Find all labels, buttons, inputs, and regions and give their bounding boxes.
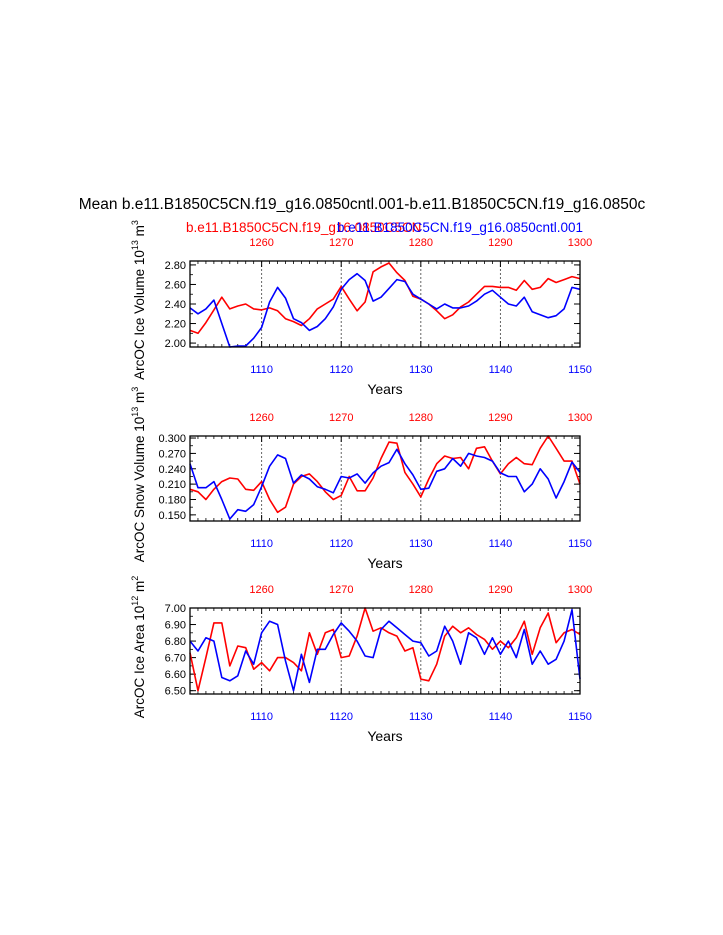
y-axis-label-exponent: 13	[130, 407, 140, 417]
y-tick-label: 6.50	[165, 686, 186, 698]
x-top-tick-label: 1280	[409, 412, 433, 424]
y-tick-label: 6.60	[165, 669, 186, 681]
y-axis-label-text: ArcOC Ice Area 10	[132, 606, 147, 719]
x-top-tick-label: 1290	[488, 584, 512, 596]
plot-frame	[189, 260, 581, 348]
x-top-tick-label: 1300	[568, 584, 592, 596]
y-tick-label: 2.20	[165, 319, 186, 331]
x-tick-label: 1140	[489, 538, 513, 550]
panel-1: 1110 1120 1130 1140 1150 1260 1270 1280 1290 1300…	[130, 220, 592, 397]
plot-frame	[189, 435, 581, 522]
x-tick-label: 1130	[409, 538, 433, 550]
x-axis-label: Years	[367, 381, 402, 397]
plot-frame	[189, 607, 581, 695]
x-axis-label: Years	[367, 728, 402, 744]
y-axis-label: ArcOC Ice Area 1012 m2	[130, 576, 147, 719]
series-line	[189, 435, 581, 514]
y-tick-label: 2.60	[165, 279, 186, 291]
y-tick-label: 0.270	[158, 448, 186, 460]
x-tick-label: 1110	[250, 711, 273, 723]
x-top-tick-label: 1260	[249, 237, 273, 249]
y-axis-label-text: ArcOC Ice Volume 10	[132, 250, 147, 380]
x-tick-label: 1120	[329, 711, 353, 723]
x-top-tick-label: 1300	[568, 237, 592, 249]
y-axis-label-exponent: 12	[130, 596, 140, 606]
y-axis-label-unit-exponent: 2	[130, 576, 140, 581]
y-tick-label: 6.70	[165, 653, 186, 665]
x-tick-label: 1150	[568, 711, 592, 723]
x-top-tick-label: 1280	[409, 584, 433, 596]
x-tick-label: 1120	[329, 364, 353, 376]
x-tick-label: 1140	[489, 711, 513, 723]
y-tick-label: 2.80	[165, 260, 186, 272]
series-line	[189, 608, 581, 692]
x-top-tick-label: 1290	[488, 412, 512, 424]
y-axis-label-unit: m	[132, 392, 147, 407]
x-top-tick-label: 1270	[329, 584, 353, 596]
y-tick-label: 7.00	[165, 603, 186, 615]
y-axis-label-text: ArcOC Snow Volume 10	[132, 417, 147, 563]
x-top-tick-label: 1260	[249, 412, 273, 424]
x-tick-label: 1130	[409, 711, 433, 723]
x-top-tick-label: 1280	[409, 237, 433, 249]
y-tick-label: 6.80	[165, 636, 186, 648]
x-tick-label: 1110	[250, 538, 273, 550]
x-tick-label: 1150	[568, 538, 592, 550]
x-tick-label: 1140	[489, 364, 513, 376]
subtitle-red: b.e11.B1850C5CN.f19_g16.0850C5CN	[186, 220, 421, 235]
x-tick-label: 1150	[568, 364, 592, 376]
y-axis-label-unit-exponent: 3	[130, 387, 140, 392]
panels: 1110 1120 1130 1140 1150 1260 1270 1280 1290 1300…	[130, 220, 592, 744]
y-axis-label: ArcOC Snow Volume 1013 m3	[130, 387, 147, 563]
x-top-tick-label: 1290	[488, 237, 512, 249]
x-tick-label: 1120	[329, 538, 353, 550]
panel-2: 1110 1120 1130 1140 1150 1260 1270 1280 1290 1300…	[130, 387, 592, 571]
y-tick-label: 6.90	[165, 620, 186, 632]
x-top-tick-label: 1270	[329, 412, 353, 424]
y-axis-label-unit: m	[132, 581, 147, 596]
y-tick-label: 0.150	[158, 510, 186, 522]
series-line	[189, 272, 581, 348]
series-line	[189, 448, 581, 520]
y-tick-label: 0.240	[158, 464, 186, 476]
x-tick-label: 1110	[250, 364, 273, 376]
y-tick-label: 2.00	[165, 338, 186, 350]
y-axis-label: ArcOC Ice Volume 1013 m3	[130, 220, 147, 380]
series-line	[189, 607, 581, 692]
series-line	[189, 262, 581, 335]
y-tick-label: 0.180	[158, 494, 186, 506]
y-tick-label: 2.40	[165, 299, 186, 311]
y-axis-label-unit-exponent: 3	[130, 220, 140, 225]
x-top-tick-label: 1270	[329, 237, 353, 249]
panel-3: 1110 1120 1130 1140 1150 1260 1270 1280 1290 1300…	[130, 576, 592, 744]
x-top-tick-label: 1300	[568, 412, 592, 424]
figure-title: Mean b.e11.B1850C5CN.f19_g16.0850cntl.00…	[79, 196, 646, 213]
x-axis-label: Years	[367, 555, 402, 571]
x-top-tick-label: 1260	[249, 584, 273, 596]
y-tick-label: 0.210	[158, 479, 186, 491]
y-axis-label-unit: m	[132, 225, 147, 240]
y-axis-label-exponent: 13	[130, 240, 140, 250]
y-tick-label: 0.300	[158, 433, 186, 445]
subtitle-blue: b.e11.B1850C5CN.f19_g16.0850cntl.001	[337, 220, 583, 235]
x-tick-label: 1130	[409, 364, 433, 376]
